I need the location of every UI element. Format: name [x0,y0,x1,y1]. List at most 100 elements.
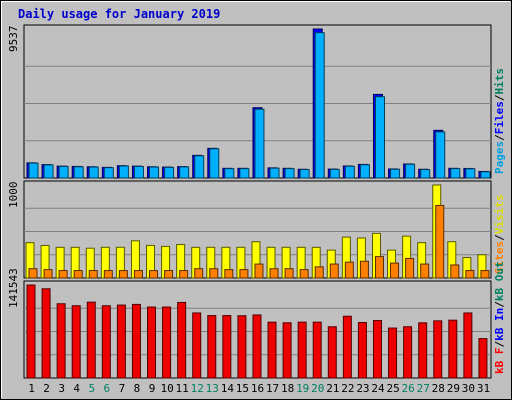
bar-sites [88,270,98,279]
legend: Pages/Files/Hits [493,68,506,174]
day-label: 19 [296,382,309,395]
bar-sites [149,270,159,279]
bar-files [359,164,370,179]
bar-files [73,166,84,179]
bar-sites [164,270,174,279]
day-label: 15 [236,382,249,395]
bar-files [344,165,355,179]
bar-files [299,169,310,179]
bar-kb-f [101,305,111,379]
bar-kb-f [131,303,141,379]
bar-files [103,167,114,179]
legend-item: Pages [493,141,506,174]
bar-sites [43,269,53,279]
bar-files [329,168,340,179]
day-label: 29 [447,382,460,395]
bar-sites [28,268,38,279]
bar-kb-f [357,321,367,379]
y-max-label: 141543 [7,268,20,308]
bar-kb-f [327,326,337,379]
bar-sites [420,263,430,279]
bar-kb-f [207,315,217,379]
bar-sites [465,270,475,279]
bar-files [133,165,144,179]
day-label: 6 [104,382,111,395]
chart-title: Daily usage for January 2019 [18,7,220,21]
bar-sites [269,268,279,279]
day-label: 31 [477,382,490,395]
bar-kb-f [162,306,172,379]
y-max-label: 1000 [7,182,20,209]
day-label: 24 [371,382,385,395]
day-label: 23 [356,382,369,395]
panel-2: 1000 Sites/Visits [7,180,506,279]
bar-kb-f [448,319,458,379]
day-label: 17 [266,382,279,395]
bar-sites [344,261,354,279]
day-label: 3 [58,382,65,395]
chart-panels: 9537Pages/Files/Hits1000Sites/Visits1415… [7,24,506,379]
bar-files [58,165,69,179]
bar-files [269,167,280,179]
bar-kb-f [147,306,157,379]
bar-files [420,169,431,179]
day-label: 9 [149,382,156,395]
bar-files [179,166,190,179]
bar-files [450,168,461,179]
bar-sites [284,268,294,279]
legend-item: kB F [493,348,506,375]
bar-files [435,131,446,179]
bar-files [28,162,39,179]
bar-files [465,168,476,179]
bar-files [254,108,265,179]
bar-files [284,168,295,179]
bar-sites [133,270,143,279]
bar-kb-f [26,284,36,379]
bar-kb-f [282,322,292,379]
bar-kb-f [388,327,398,379]
bar-kb-f [86,301,96,379]
bar-kb-f [372,320,382,379]
bar-kb-f [403,326,413,379]
day-label: 2 [43,382,50,395]
legend-item: Sites [493,241,506,274]
day-label: 28 [432,382,445,395]
legend-item: kB In [493,308,506,341]
legend-item: / [493,301,506,308]
bar-sites [224,269,234,279]
day-label: 10 [160,382,173,395]
bar-files [118,165,129,179]
bar-sites [314,266,324,279]
bar-sites [374,256,384,279]
day-label: 13 [206,382,219,395]
bar-sites [390,262,400,279]
day-label: 8 [134,382,141,395]
bar-sites [194,268,204,279]
bar-files [374,96,385,179]
bar-kb-f [222,315,232,379]
bar-files [88,166,99,179]
bar-files [149,166,160,179]
bar-files [314,32,325,179]
bar-kb-f [41,288,51,379]
bar-sites [435,204,445,279]
bar-files [209,148,220,179]
bar-sites [254,263,264,279]
day-label: 22 [341,382,354,395]
day-label: 11 [176,382,189,395]
bar-kb-f [342,315,352,379]
bar-sites [118,270,128,279]
legend-item: Files [493,101,506,134]
bar-sites [450,264,460,279]
bar-kb-f [478,338,488,379]
bar-files [43,164,54,179]
bar-kb-f [418,322,428,379]
bar-kb-f [116,304,126,379]
day-label: 26 [402,382,415,395]
day-label: 7 [119,382,126,395]
bar-kb-f [463,312,473,379]
day-label: 25 [386,382,399,395]
day-label: 20 [311,382,324,395]
